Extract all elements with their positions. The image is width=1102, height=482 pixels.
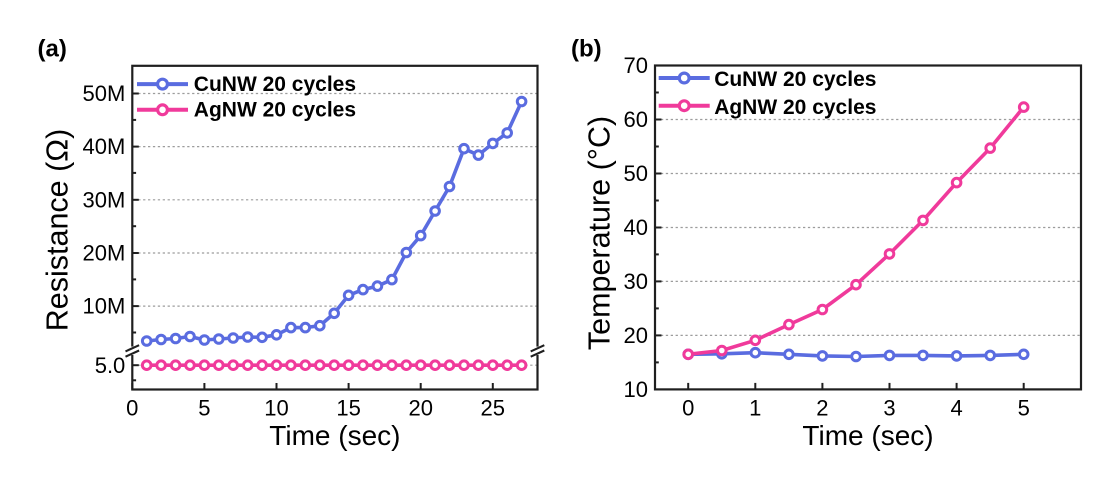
svg-text:10M: 10M — [83, 294, 126, 319]
svg-text:60: 60 — [624, 107, 648, 132]
svg-text:50: 50 — [624, 161, 648, 186]
svg-text:Time (sec): Time (sec) — [802, 420, 933, 451]
svg-text:2: 2 — [816, 395, 828, 420]
svg-text:AgNW 20 cycles: AgNW 20 cycles — [194, 99, 356, 122]
svg-text:Resistance (Ω): Resistance (Ω) — [41, 129, 75, 331]
svg-text:0: 0 — [682, 395, 694, 420]
svg-text:40: 40 — [624, 215, 648, 240]
svg-text:20: 20 — [408, 395, 432, 420]
svg-text:3: 3 — [883, 395, 895, 420]
svg-text:5: 5 — [198, 395, 210, 420]
svg-text:40M: 40M — [83, 134, 126, 159]
svg-text:30M: 30M — [83, 187, 126, 212]
svg-text:50M: 50M — [83, 81, 126, 106]
svg-text:Temperature (°C): Temperature (°C) — [583, 116, 617, 350]
svg-text:70: 70 — [624, 53, 648, 78]
svg-text:CuNW 20 cycles: CuNW 20 cycles — [194, 73, 356, 96]
svg-text:25: 25 — [481, 395, 505, 420]
svg-text:20: 20 — [624, 323, 648, 348]
svg-text:(b): (b) — [571, 35, 602, 62]
svg-text:0: 0 — [126, 395, 138, 420]
svg-text:10: 10 — [624, 377, 648, 402]
svg-text:4: 4 — [950, 395, 962, 420]
svg-text:5: 5 — [1018, 395, 1030, 420]
svg-text:AgNW 20 cycles: AgNW 20 cycles — [714, 96, 876, 119]
svg-text:15: 15 — [336, 395, 360, 420]
svg-text:30: 30 — [624, 269, 648, 294]
svg-text:20M: 20M — [83, 241, 126, 266]
svg-text:(a): (a) — [38, 35, 67, 62]
svg-text:5.0: 5.0 — [95, 353, 126, 378]
svg-text:10: 10 — [264, 395, 288, 420]
svg-text:CuNW 20 cycles: CuNW 20 cycles — [714, 68, 876, 91]
svg-text:1: 1 — [749, 395, 761, 420]
svg-text:Time (sec): Time (sec) — [269, 420, 400, 451]
